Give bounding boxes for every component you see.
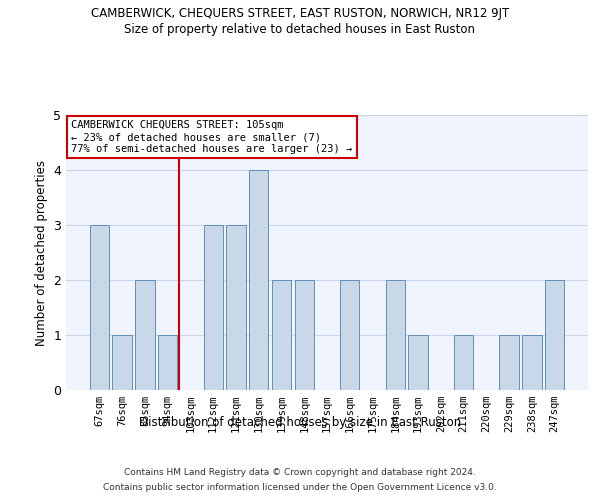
Bar bbox=[226, 225, 245, 390]
Bar bbox=[545, 280, 564, 390]
Bar bbox=[295, 280, 314, 390]
Text: Distribution of detached houses by size in East Ruston: Distribution of detached houses by size … bbox=[139, 416, 461, 429]
Bar bbox=[454, 335, 473, 390]
Text: CAMBERWICK, CHEQUERS STREET, EAST RUSTON, NORWICH, NR12 9JT: CAMBERWICK, CHEQUERS STREET, EAST RUSTON… bbox=[91, 8, 509, 20]
Y-axis label: Number of detached properties: Number of detached properties bbox=[35, 160, 47, 346]
Bar bbox=[522, 335, 542, 390]
Text: Contains HM Land Registry data © Crown copyright and database right 2024.: Contains HM Land Registry data © Crown c… bbox=[124, 468, 476, 477]
Bar bbox=[90, 225, 109, 390]
Text: Contains public sector information licensed under the Open Government Licence v3: Contains public sector information licen… bbox=[103, 483, 497, 492]
Bar bbox=[386, 280, 405, 390]
Bar bbox=[249, 170, 268, 390]
Bar bbox=[203, 225, 223, 390]
Bar bbox=[409, 335, 428, 390]
Text: Size of property relative to detached houses in East Ruston: Size of property relative to detached ho… bbox=[125, 22, 476, 36]
Bar bbox=[340, 280, 359, 390]
Bar bbox=[112, 335, 132, 390]
Text: CAMBERWICK CHEQUERS STREET: 105sqm
← 23% of detached houses are smaller (7)
77% : CAMBERWICK CHEQUERS STREET: 105sqm ← 23%… bbox=[71, 120, 352, 154]
Bar bbox=[272, 280, 291, 390]
Bar bbox=[158, 335, 178, 390]
Bar bbox=[135, 280, 155, 390]
Bar bbox=[499, 335, 519, 390]
